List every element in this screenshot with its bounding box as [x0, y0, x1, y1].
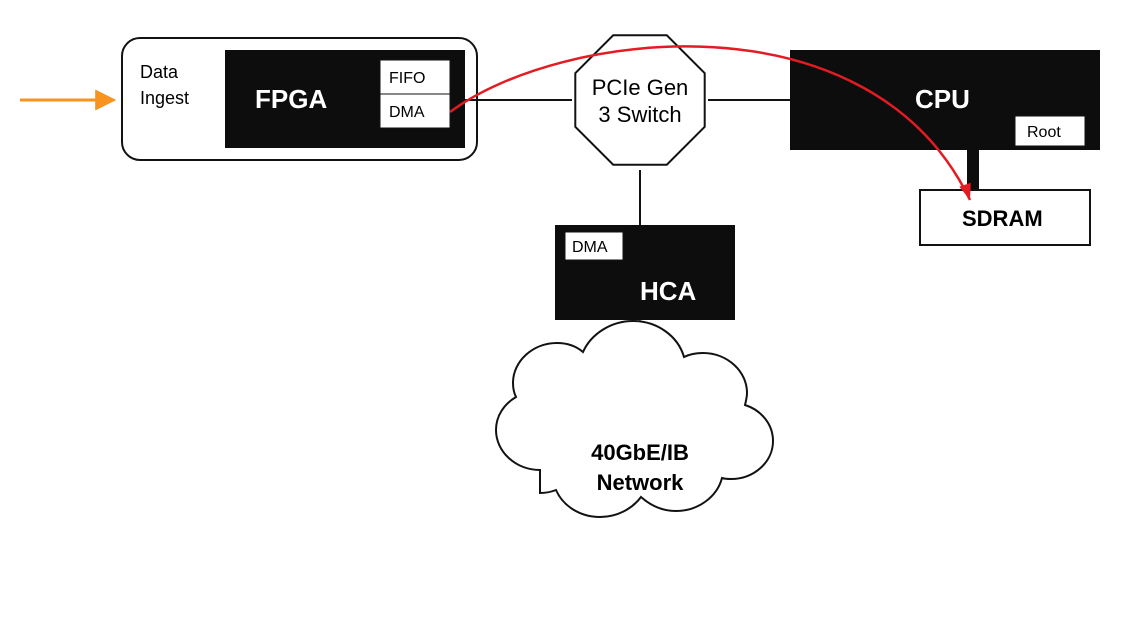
cloud-label-1: 40GbE/IB [591, 440, 689, 465]
hca-dma-label: DMA [572, 239, 608, 256]
pcie-switch-label-1: PCIe Gen [592, 75, 689, 100]
sdram-label: SDRAM [962, 206, 1043, 231]
data-ingest-label-2: Ingest [140, 88, 189, 108]
architecture-diagram: Data Ingest FPGA FIFO DMA PCIe Gen 3 Swi… [0, 0, 1133, 620]
cpu-root-label: Root [1027, 124, 1061, 141]
pcie-switch-label-2: 3 Switch [598, 102, 681, 127]
cpu-label: CPU [915, 84, 970, 114]
fpga-dma-label: DMA [389, 104, 425, 121]
cloud-label-2: Network [597, 470, 685, 495]
fpga-fifo-label: FIFO [389, 70, 425, 87]
fpga-label: FPGA [255, 84, 327, 114]
data-ingest-label-1: Data [140, 62, 179, 82]
hca-label: HCA [640, 276, 697, 306]
